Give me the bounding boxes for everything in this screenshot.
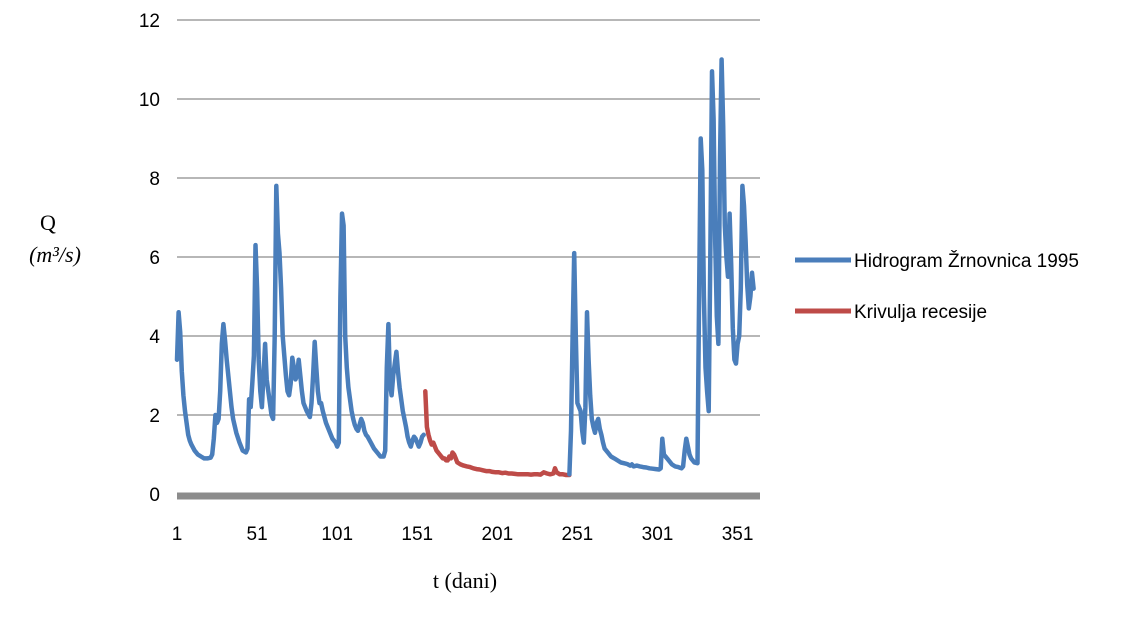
legend: Hidrogram Žrnovnica 1995 Krivulja recesi… xyxy=(795,250,1079,323)
x-axis-title: t (dani) xyxy=(433,568,497,593)
y-axis-title: Q xyxy=(40,210,56,235)
x-tick-label: 151 xyxy=(401,524,433,545)
y-tick-label: 12 xyxy=(139,11,160,32)
legend-label-hydrograph: Hidrogram Žrnovnica 1995 xyxy=(854,250,1079,272)
y-axis-unit: (m³/s) xyxy=(29,242,81,267)
series-group xyxy=(174,57,756,478)
x-tick-label: 301 xyxy=(642,524,674,545)
y-tick-label: 2 xyxy=(149,406,160,427)
series-line-3 xyxy=(567,57,756,477)
y-tick-label: 4 xyxy=(149,327,160,348)
y-axis-ticks: 0 2 4 6 8 10 12 xyxy=(139,11,161,506)
y-tick-label: 6 xyxy=(149,248,160,269)
x-tick-label: 1 xyxy=(172,524,183,545)
y-tick-label: 10 xyxy=(139,90,160,111)
series-line-1 xyxy=(174,183,426,461)
x-tick-label: 51 xyxy=(247,524,268,545)
x-tick-label: 251 xyxy=(562,524,594,545)
x-tick-label: 101 xyxy=(321,524,353,545)
legend-label-recession: Krivulja recesije xyxy=(854,302,987,323)
x-axis-ticks: 1 51 101 151 201 251 301 351 xyxy=(172,524,754,545)
y-tick-label: 8 xyxy=(149,169,160,190)
x-tick-label: 351 xyxy=(722,524,754,545)
y-tick-label: 0 xyxy=(149,485,160,506)
series-line-2 xyxy=(423,389,572,478)
x-tick-label: 201 xyxy=(481,524,513,545)
